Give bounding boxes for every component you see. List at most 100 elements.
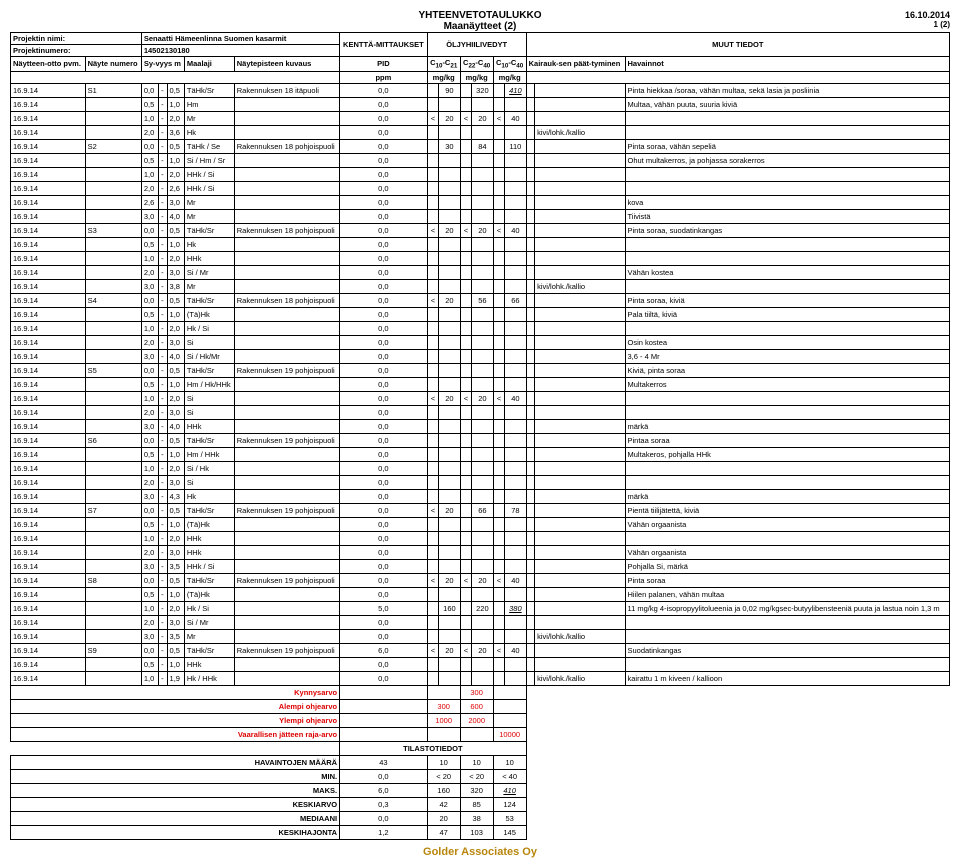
table-cell [234, 181, 339, 195]
table-cell: 78 [505, 503, 526, 517]
table-cell [427, 237, 439, 251]
table-cell [427, 181, 439, 195]
table-cell [526, 503, 535, 517]
table-cell: - [159, 615, 167, 629]
col-maalaji: Maalaji [184, 57, 234, 72]
table-cell: < [493, 111, 505, 125]
table-cell [625, 111, 950, 125]
table-cell [85, 251, 141, 265]
table-cell: 56 [472, 293, 493, 307]
table-cell [493, 531, 505, 545]
table-cell [526, 223, 535, 237]
table-cell: 0,0 [141, 363, 158, 377]
table-cell [526, 377, 535, 391]
table-cell [85, 489, 141, 503]
table-cell: 0,5 [167, 83, 184, 97]
table-cell [439, 475, 460, 489]
table-cell: - [159, 601, 167, 615]
footer-company: Golder Associates Oy [10, 846, 950, 858]
table-cell: Mr [184, 111, 234, 125]
table-cell: 66 [472, 503, 493, 517]
table-cell [427, 657, 439, 671]
table-cell: 16.9.14 [11, 335, 86, 349]
table-cell [427, 419, 439, 433]
table-cell [535, 181, 625, 195]
limit-label: Vaarallisen jätteen raja-arvo [11, 727, 340, 741]
table-cell: Pinta hiekkaa /soraa, vähän multaa, sekä… [625, 83, 950, 97]
table-cell [535, 601, 625, 615]
table-cell [493, 601, 505, 615]
table-cell: 0,0 [340, 139, 428, 153]
table-cell: 16.9.14 [11, 209, 86, 223]
table-cell [526, 391, 535, 405]
table-cell: - [159, 545, 167, 559]
table-cell [460, 251, 472, 265]
table-cell: HHk / Si [184, 167, 234, 181]
table-cell [439, 125, 460, 139]
table-cell [234, 601, 339, 615]
table-cell [460, 167, 472, 181]
table-cell [493, 461, 505, 475]
table-cell: - [159, 405, 167, 419]
table-cell: 11 mg/kg 4-isopropyylitolueenia ja 0,02 … [625, 601, 950, 615]
table-cell [625, 461, 950, 475]
table-cell: TäHk/Sr [184, 573, 234, 587]
table-cell [493, 237, 505, 251]
table-cell [535, 209, 625, 223]
table-cell: 16.9.14 [11, 629, 86, 643]
table-cell: 2,0 [141, 475, 158, 489]
table-cell [460, 265, 472, 279]
table-cell [234, 195, 339, 209]
table-cell: 0,0 [340, 223, 428, 237]
table-cell: 4,0 [167, 209, 184, 223]
unit-mgkg-2: mg/kg [460, 71, 493, 83]
table-cell: Si [184, 405, 234, 419]
table-cell [625, 237, 950, 251]
limit-value [427, 727, 460, 741]
table-cell: HHk [184, 419, 234, 433]
table-cell: Si / Mr [184, 265, 234, 279]
table-cell [460, 363, 472, 377]
table-cell [526, 461, 535, 475]
table-cell [234, 461, 339, 475]
table-cell: 4,0 [167, 419, 184, 433]
table-cell: Multaa, vähän puuta, suuria kiviä [625, 97, 950, 111]
table-cell: 0,0 [340, 503, 428, 517]
table-cell: 1,0 [141, 251, 158, 265]
table-cell: TäHk / Se [184, 139, 234, 153]
table-cell [535, 615, 625, 629]
table-cell: 40 [505, 643, 526, 657]
table-cell: 20 [439, 503, 460, 517]
limit-label: Ylempi ohjearvo [11, 713, 340, 727]
table-cell: 2,0 [167, 111, 184, 125]
table-cell: 3,0 [141, 489, 158, 503]
table-cell [439, 209, 460, 223]
table-cell [505, 349, 526, 363]
table-cell [85, 629, 141, 643]
table-cell [535, 643, 625, 657]
table-cell: < [460, 643, 472, 657]
table-cell: 3,0 [141, 419, 158, 433]
table-cell [85, 475, 141, 489]
table-cell: - [159, 433, 167, 447]
table-cell: - [159, 671, 167, 685]
table-cell: 2,0 [141, 545, 158, 559]
table-cell: - [159, 573, 167, 587]
table-cell: Pinta soraa [625, 573, 950, 587]
table-cell [85, 279, 141, 293]
table-cell [535, 251, 625, 265]
table-cell: S4 [85, 293, 141, 307]
table-cell: 0,0 [340, 475, 428, 489]
stat-value: 320 [460, 783, 493, 797]
table-cell: Hk / HHk [184, 671, 234, 685]
table-cell: 0,0 [340, 377, 428, 391]
table-cell [526, 237, 535, 251]
table-cell [85, 181, 141, 195]
table-cell [472, 195, 493, 209]
table-cell: 2,0 [167, 391, 184, 405]
table-cell [85, 531, 141, 545]
table-cell: 2,0 [167, 321, 184, 335]
table-cell [505, 265, 526, 279]
table-cell [85, 237, 141, 251]
table-cell: Hm / Hk/HHk [184, 377, 234, 391]
